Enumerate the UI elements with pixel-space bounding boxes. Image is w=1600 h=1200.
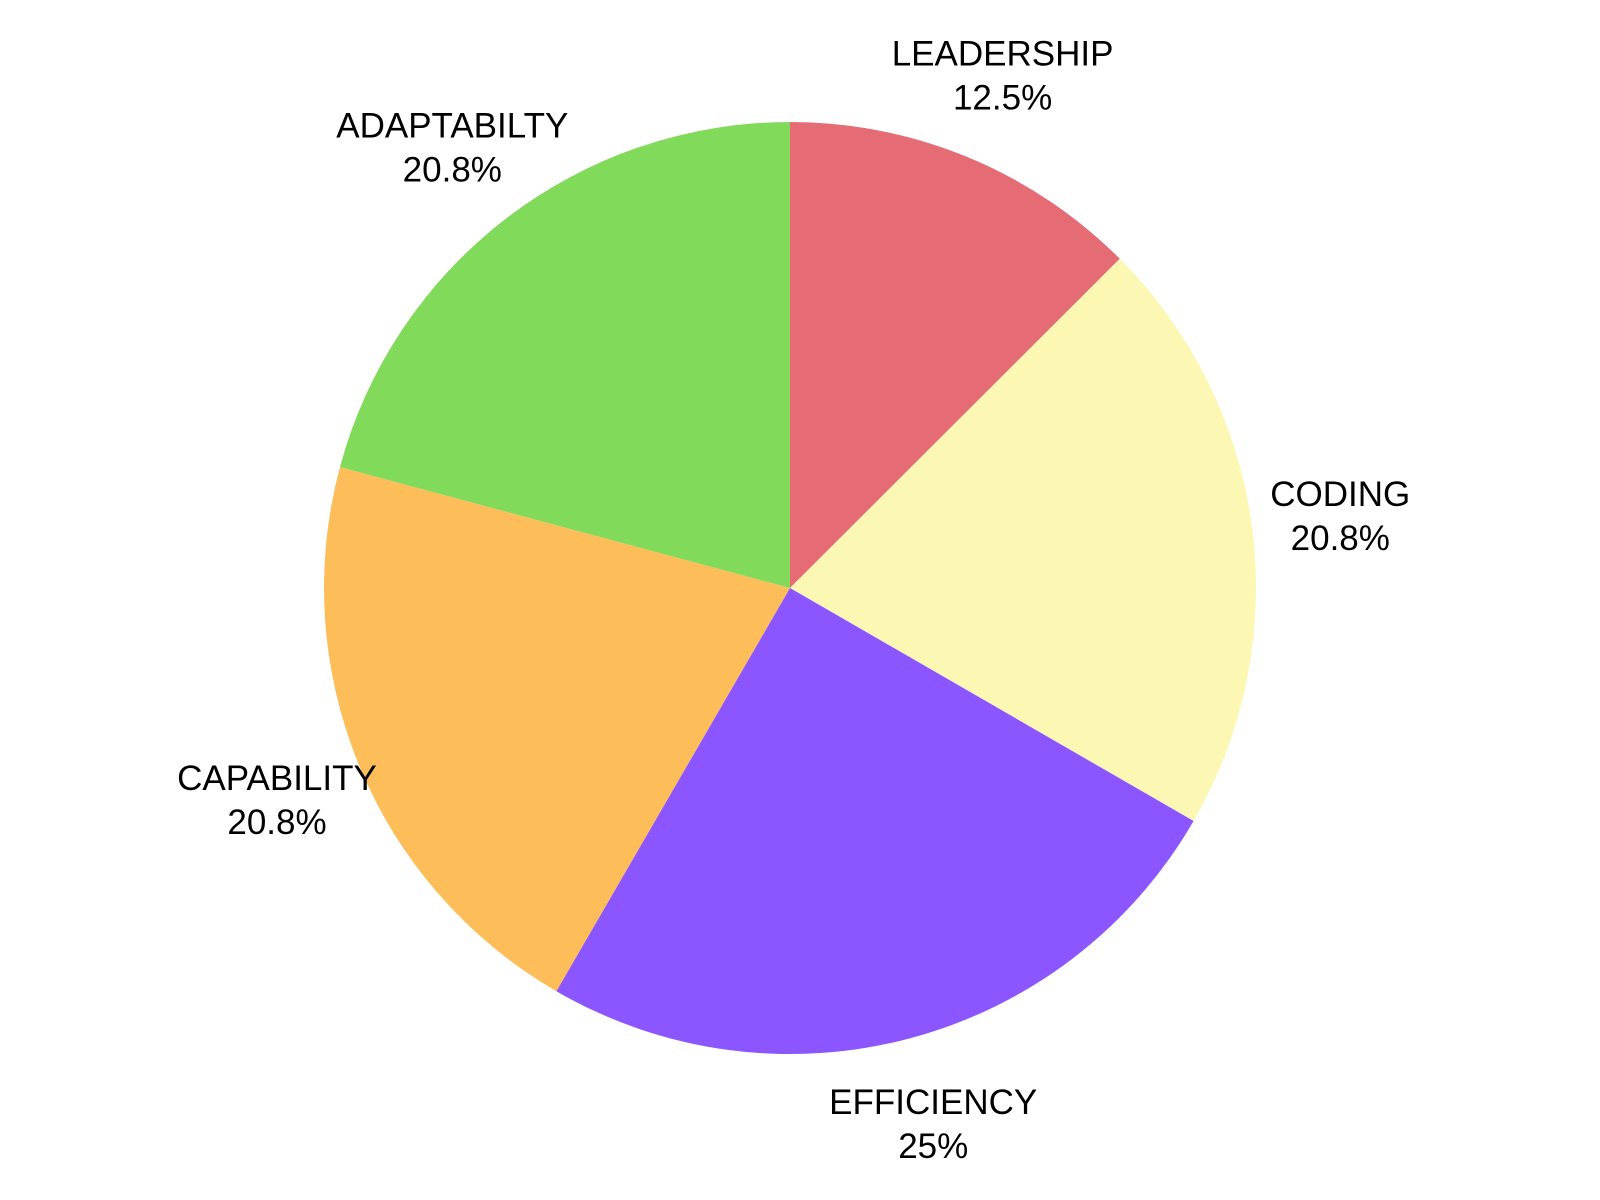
slice-name-label-capability: CAPABILITY (177, 759, 377, 798)
slice-name-label-adaptabilty: ADAPTABILTY (336, 107, 568, 146)
slice-percent-label-coding: 20.8% (1291, 519, 1390, 558)
slice-percent-label-adaptabilty: 20.8% (403, 151, 502, 190)
pie-slice-leadership (790, 122, 1120, 588)
slice-percent-label-leadership: 12.5% (953, 78, 1052, 117)
pie-slice-efficiency (556, 588, 1194, 1054)
slice-percent-label-capability: 20.8% (227, 803, 326, 842)
slice-name-label-coding: CODING (1270, 475, 1410, 514)
pie-slice-coding (790, 258, 1257, 821)
slice-percent-label-efficiency: 25% (898, 1127, 968, 1166)
pie-slice-adaptabilty (339, 122, 790, 588)
slice-name-label-leadership: LEADERSHIP (892, 34, 1114, 73)
slice-name-label-efficiency: EFFICIENCY (829, 1083, 1037, 1122)
pie-slice-capability (323, 467, 790, 992)
